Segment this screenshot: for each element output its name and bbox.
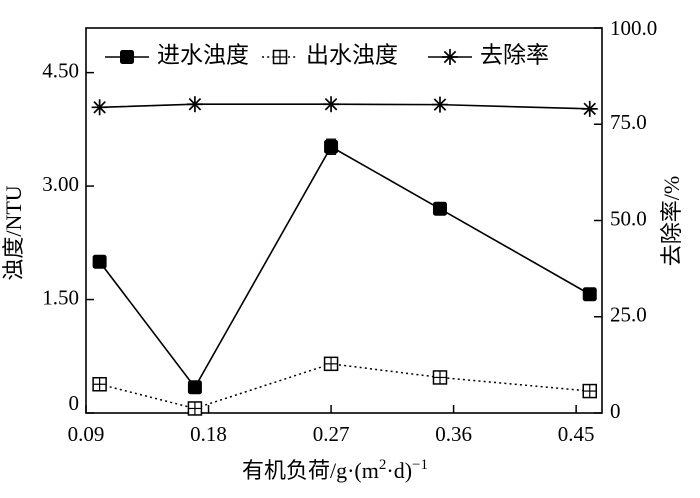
right-tick-label: 75.0 xyxy=(610,110,647,134)
plot-frame-layer xyxy=(85,27,603,414)
right-tick-label: 25.0 xyxy=(610,303,647,327)
influent-turbidity-marker xyxy=(582,287,597,302)
legend-label: 进水浊度 xyxy=(157,42,249,67)
right-tick-label: 50.0 xyxy=(610,206,647,230)
effluent-turbidity-line xyxy=(99,363,590,410)
series-influent-turbidity xyxy=(92,138,597,395)
axis-ticks-layer: 0 1.50 3.00 4.50 0 25.0 50.0 75.0 100.0 0.09 0.18 0… xyxy=(42,16,657,446)
x-axis-title: 有机负荷/g·(m2·d)−1 xyxy=(242,457,428,483)
influent-turbidity-marker xyxy=(92,254,107,269)
x-tick-label: 0.36 xyxy=(435,422,472,446)
influent-turbidity-marker xyxy=(187,380,202,395)
right-tick-label: 100.0 xyxy=(610,16,657,40)
removal-rate-marker xyxy=(323,96,340,113)
effluent-turbidity-legend-marker-icon xyxy=(272,49,288,65)
left-tick-label: 0 xyxy=(69,391,80,415)
removal-rate-marker xyxy=(581,100,598,117)
left-axis-title: 浊度/NTU xyxy=(1,185,26,280)
x-tick-label: 0.45 xyxy=(558,422,595,446)
effluent-turbidity-marker xyxy=(92,377,107,392)
x-tick-label: 0.09 xyxy=(68,422,105,446)
effluent-turbidity-marker xyxy=(323,356,339,372)
legend-label: 出水浊度 xyxy=(306,42,398,67)
removal-rate-marker xyxy=(91,99,108,116)
effluent-turbidity-marker xyxy=(187,401,203,416)
removal-rate-legend-marker-icon xyxy=(442,49,458,65)
removal-rate-marker xyxy=(431,96,448,113)
right-axis-title: 去除率/% xyxy=(659,176,684,266)
influent-turbidity-line xyxy=(98,145,591,389)
influent-turbidity-marker xyxy=(324,139,339,154)
legend-item-removal-rate: 去除率 xyxy=(428,42,549,67)
right-tick-label: 0 xyxy=(610,399,621,423)
legend-item-influent-turbidity: 进水浊度 xyxy=(105,42,249,67)
left-tick-label: 1.50 xyxy=(42,285,79,309)
plot-frame xyxy=(85,27,603,414)
series-effluent-turbidity xyxy=(92,356,597,416)
legend-label: 去除率 xyxy=(480,42,549,67)
chart-legend: 进水浊度 出水浊度 去除率 xyxy=(105,42,549,67)
effluent-turbidity-marker xyxy=(432,370,448,385)
data-series-layer xyxy=(91,96,598,416)
left-tick-label: 4.50 xyxy=(42,58,79,82)
influent-turbidity-legend-marker-icon xyxy=(120,50,134,64)
left-tick-label: 3.00 xyxy=(42,172,79,196)
x-tick-label: 0.18 xyxy=(190,422,227,446)
removal-rate-line xyxy=(99,103,590,110)
x-tick-label: 0.27 xyxy=(313,422,350,446)
influent-turbidity-marker xyxy=(432,201,447,216)
series-removal-rate xyxy=(91,96,598,117)
legend-item-effluent-turbidity: 出水浊度 xyxy=(262,42,398,67)
removal-rate-marker xyxy=(186,96,203,113)
effluent-turbidity-marker xyxy=(582,383,597,399)
